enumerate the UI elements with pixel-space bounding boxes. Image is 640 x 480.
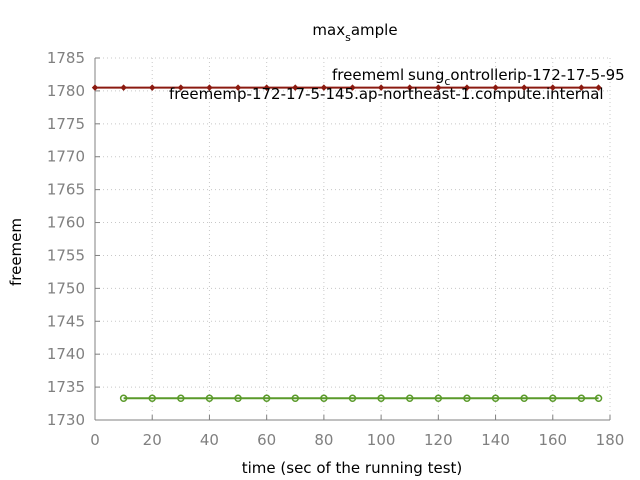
series-point bbox=[320, 394, 328, 403]
series-point bbox=[520, 394, 528, 403]
ticks-layer: 1730 1735 1740 1745 1750 1755 1760 1765 1770 1775… bbox=[47, 49, 625, 449]
x-tick-label: 80 bbox=[314, 431, 333, 449]
series-point bbox=[463, 394, 471, 403]
y-tick-label: 1730 bbox=[47, 411, 85, 429]
x-tick-label: 20 bbox=[143, 431, 162, 449]
series-point bbox=[177, 84, 185, 91]
x-tick-label: 180 bbox=[596, 431, 625, 449]
series-point bbox=[149, 84, 156, 91]
series-point bbox=[349, 84, 356, 91]
series-layer bbox=[91, 84, 603, 403]
series-point bbox=[234, 84, 242, 91]
y-tick-label: 1740 bbox=[47, 345, 85, 363]
series-point bbox=[177, 394, 185, 403]
series-point bbox=[348, 394, 357, 403]
chart-title: maxsample bbox=[312, 21, 397, 44]
series-point bbox=[463, 84, 471, 91]
y-tick-label: 1775 bbox=[47, 115, 85, 133]
y-tick-label: 1770 bbox=[47, 148, 85, 166]
series-point bbox=[549, 394, 557, 403]
series-point bbox=[406, 84, 413, 91]
y-tick-label: 1735 bbox=[47, 378, 85, 396]
series-point bbox=[120, 84, 127, 91]
axes-layer bbox=[94, 58, 610, 421]
series-point bbox=[377, 84, 385, 91]
series-point bbox=[577, 394, 586, 403]
series-point bbox=[148, 394, 156, 403]
series-group bbox=[119, 394, 603, 403]
y-tick-label: 1785 bbox=[47, 49, 85, 67]
series-point bbox=[292, 84, 299, 91]
y-tick-label: 1745 bbox=[47, 312, 85, 330]
x-tick-label: 100 bbox=[367, 431, 396, 449]
x-tick-label: 160 bbox=[538, 431, 567, 449]
series-point bbox=[291, 394, 300, 403]
series-point bbox=[435, 84, 442, 91]
x-tick-label: 120 bbox=[424, 431, 453, 449]
y-tick-label: 1750 bbox=[47, 279, 85, 297]
series-point bbox=[234, 394, 242, 403]
series-point bbox=[491, 394, 500, 403]
y-tick-label: 1780 bbox=[47, 82, 85, 100]
y-tick-label: 1765 bbox=[47, 181, 85, 199]
series-point bbox=[405, 394, 414, 403]
series-point bbox=[492, 84, 499, 91]
series-point bbox=[594, 394, 603, 403]
x-tick-label: 0 bbox=[90, 431, 100, 449]
series-point bbox=[205, 394, 214, 403]
series-point bbox=[262, 394, 271, 403]
series-point bbox=[206, 84, 213, 91]
series-point bbox=[377, 394, 385, 403]
series-label-host: freememp-172-17-5-145.ap-northeast-1.com… bbox=[169, 85, 604, 103]
x-axis-title: time (sec of the running test) bbox=[242, 459, 463, 477]
y-axis-title: freemem bbox=[7, 218, 25, 286]
series-point bbox=[578, 84, 585, 91]
x-tick-label: 60 bbox=[257, 431, 276, 449]
series-point bbox=[91, 84, 99, 91]
y-tick-label: 1755 bbox=[47, 246, 85, 264]
grid-layer bbox=[94, 57, 611, 421]
y-tick-label: 1760 bbox=[47, 214, 85, 232]
series-point bbox=[320, 84, 328, 91]
series-point bbox=[520, 84, 528, 91]
x-tick-label: 40 bbox=[200, 431, 219, 449]
x-tick-label: 140 bbox=[481, 431, 510, 449]
series-point bbox=[434, 394, 443, 403]
series-point bbox=[549, 84, 556, 91]
series-group bbox=[91, 84, 602, 91]
series-point bbox=[263, 84, 270, 91]
series-point bbox=[119, 394, 128, 403]
series-point bbox=[595, 84, 602, 91]
series-label-controller: freememl sungcontrollerip-172-17-5-95 bbox=[332, 66, 625, 88]
